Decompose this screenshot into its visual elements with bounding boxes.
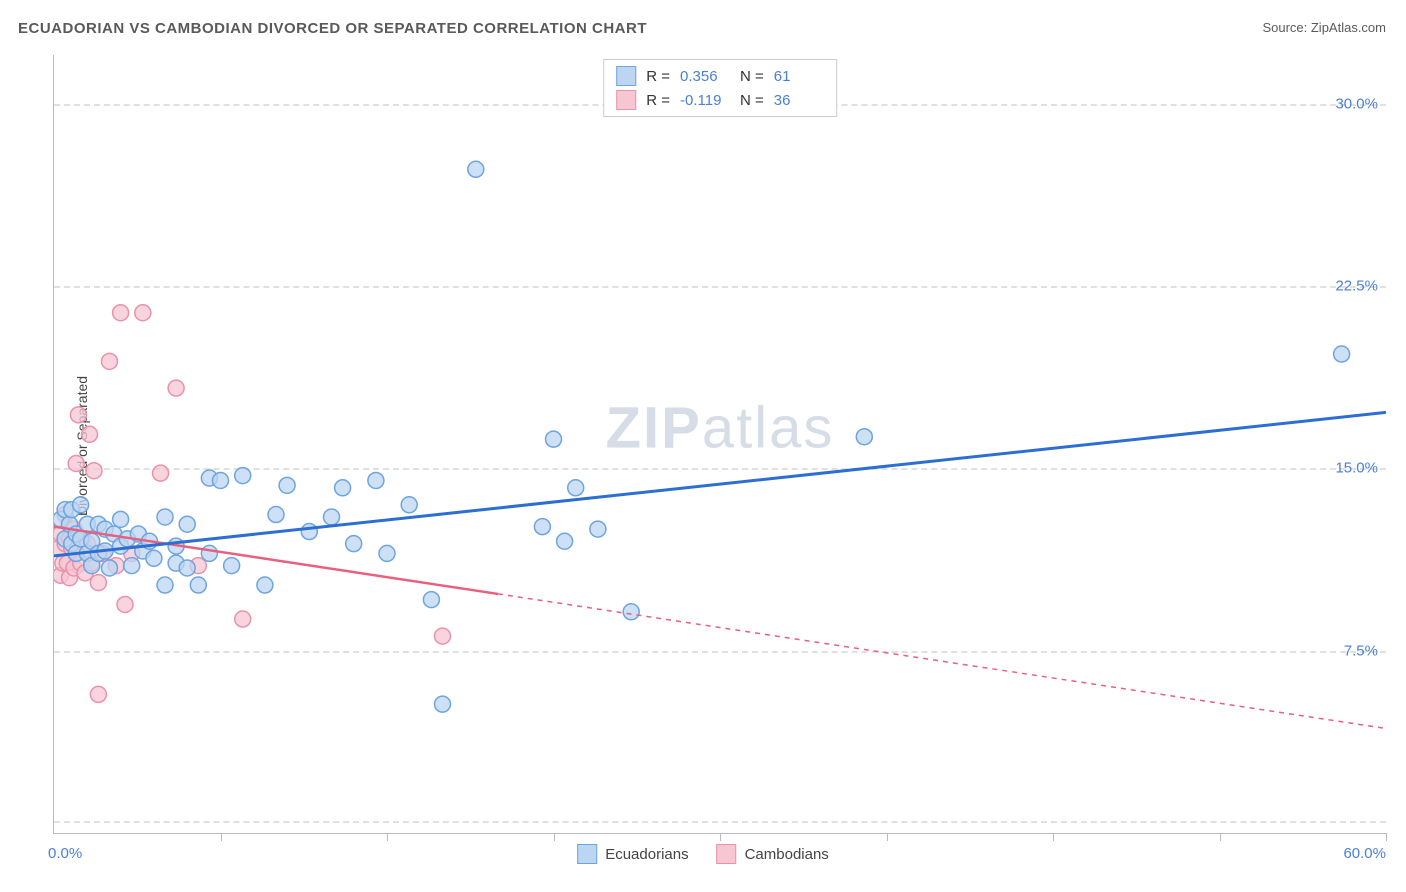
x-tick xyxy=(1386,833,1387,841)
r-value-cambodian: -0.119 xyxy=(680,92,730,109)
data-point xyxy=(557,533,573,549)
data-point xyxy=(113,511,129,527)
data-point xyxy=(324,509,340,525)
data-point xyxy=(590,521,606,537)
data-point xyxy=(179,560,195,576)
correlation-legend: R = 0.356 N = 61 R = -0.119 N = 36 xyxy=(603,59,837,117)
data-point xyxy=(435,628,451,644)
r-label: R = xyxy=(646,92,670,109)
data-point xyxy=(423,592,439,608)
x-tick xyxy=(720,833,721,841)
x-min-label: 0.0% xyxy=(48,845,82,862)
data-point xyxy=(153,465,169,481)
swatch-ecuadorian xyxy=(616,66,636,86)
data-point xyxy=(623,604,639,620)
legend-row-ecuadorian: R = 0.356 N = 61 xyxy=(616,64,824,88)
n-value-ecuadorian: 61 xyxy=(774,68,824,85)
swatch-ecuadorian-icon xyxy=(577,844,597,864)
data-point xyxy=(257,577,273,593)
chart-svg xyxy=(54,55,1386,833)
trend-line-extrapolated xyxy=(498,594,1386,729)
n-label: N = xyxy=(740,92,764,109)
chart-title: ECUADORIAN VS CAMBODIAN DIVORCED OR SEPA… xyxy=(18,20,647,37)
data-point xyxy=(1334,346,1350,362)
legend-label-ecuadorian: Ecuadorians xyxy=(605,846,688,863)
data-point xyxy=(146,550,162,566)
data-point xyxy=(82,426,98,442)
data-point xyxy=(279,477,295,493)
data-point xyxy=(157,577,173,593)
source-link[interactable]: ZipAtlas.com xyxy=(1311,20,1386,35)
data-point xyxy=(168,380,184,396)
x-tick xyxy=(887,833,888,841)
swatch-cambodian xyxy=(616,90,636,110)
data-point xyxy=(213,472,229,488)
data-point xyxy=(102,353,118,369)
data-point xyxy=(102,560,118,576)
n-value-cambodian: 36 xyxy=(774,92,824,109)
data-point xyxy=(135,305,151,321)
data-point xyxy=(546,431,562,447)
legend-row-cambodian: R = -0.119 N = 36 xyxy=(616,88,824,112)
data-point xyxy=(856,429,872,445)
data-point xyxy=(224,558,240,574)
x-max-label: 60.0% xyxy=(1343,845,1386,862)
data-point xyxy=(401,497,417,513)
data-point xyxy=(568,480,584,496)
data-point xyxy=(368,472,384,488)
data-point xyxy=(124,558,140,574)
swatch-cambodian-icon xyxy=(717,844,737,864)
x-tick xyxy=(554,833,555,841)
data-point xyxy=(301,524,317,540)
r-value-ecuadorian: 0.356 xyxy=(680,68,730,85)
series-legend: Ecuadorians Cambodians xyxy=(577,844,829,864)
data-point xyxy=(335,480,351,496)
data-point xyxy=(468,161,484,177)
data-point xyxy=(113,305,129,321)
data-point xyxy=(68,455,84,471)
r-label: R = xyxy=(646,68,670,85)
source-label: Source: xyxy=(1262,20,1310,35)
data-point xyxy=(190,577,206,593)
data-point xyxy=(157,509,173,525)
legend-item-ecuadorian: Ecuadorians xyxy=(577,844,688,864)
data-point xyxy=(268,507,284,523)
data-point xyxy=(90,575,106,591)
x-tick xyxy=(1053,833,1054,841)
data-point xyxy=(201,545,217,561)
data-point xyxy=(179,516,195,532)
data-point xyxy=(346,536,362,552)
legend-item-cambodian: Cambodians xyxy=(717,844,829,864)
chart-container: ECUADORIAN VS CAMBODIAN DIVORCED OR SEPA… xyxy=(0,0,1406,892)
data-point xyxy=(235,468,251,484)
data-point xyxy=(90,686,106,702)
data-point xyxy=(86,463,102,479)
plot-area: ZIPatlas R = 0.356 N = 61 R = -0.119 N =… xyxy=(53,55,1386,834)
x-tick xyxy=(387,833,388,841)
n-label: N = xyxy=(740,68,764,85)
trend-line xyxy=(54,412,1386,555)
data-point xyxy=(235,611,251,627)
data-point xyxy=(534,519,550,535)
data-point xyxy=(73,497,89,513)
data-point xyxy=(70,407,86,423)
x-tick xyxy=(221,833,222,841)
x-tick xyxy=(1220,833,1221,841)
data-point xyxy=(379,545,395,561)
legend-label-cambodian: Cambodians xyxy=(745,846,829,863)
data-point xyxy=(117,596,133,612)
source-attribution: Source: ZipAtlas.com xyxy=(1262,20,1386,35)
data-point xyxy=(435,696,451,712)
